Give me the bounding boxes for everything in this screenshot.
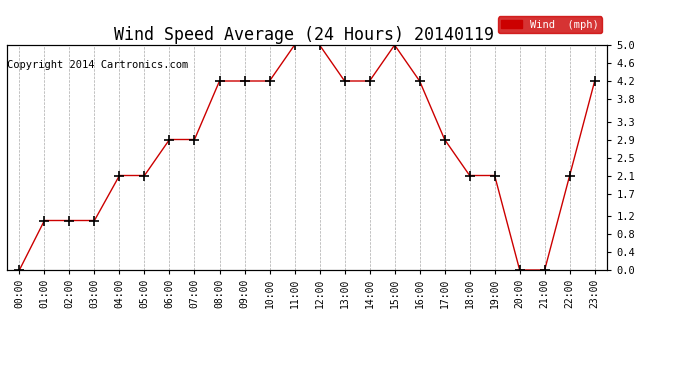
Text: Copyright 2014 Cartronics.com: Copyright 2014 Cartronics.com [7,60,188,70]
Text: Wind Speed Average (24 Hours) 20140119: Wind Speed Average (24 Hours) 20140119 [114,26,493,44]
Legend: Wind  (mph): Wind (mph) [497,16,602,33]
